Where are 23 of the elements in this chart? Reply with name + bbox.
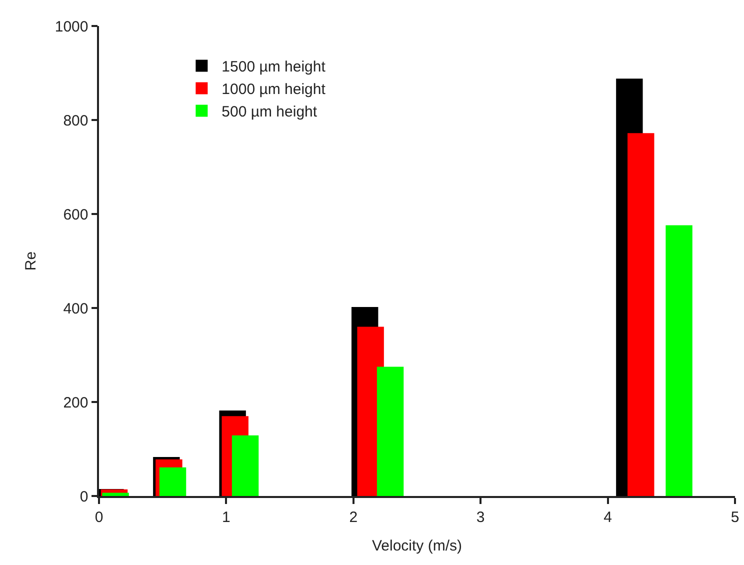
x-axis-title: Velocity (m/s) <box>372 537 462 554</box>
x-tick-label: 5 <box>730 508 740 526</box>
bar <box>159 467 186 496</box>
y-tick-label: 200 <box>63 394 88 412</box>
y-tick-label: 600 <box>63 206 88 224</box>
y-tick-label: 1000 <box>54 18 88 36</box>
y-axis-title: Re <box>22 251 40 271</box>
y-tick-label: 800 <box>63 112 88 130</box>
y-tick-label: 400 <box>63 300 88 318</box>
x-tick-label: 4 <box>604 508 612 526</box>
bar <box>628 133 654 496</box>
x-tick-label: 2 <box>349 508 358 526</box>
legend-label: 1000 µm height <box>222 81 326 98</box>
bar <box>232 435 259 496</box>
legend-label: 500 µm height <box>222 104 318 121</box>
bar <box>376 366 404 496</box>
bar <box>666 225 692 496</box>
x-tick-label: 1 <box>222 508 230 526</box>
bar <box>102 492 129 496</box>
y-tick-label: 0 <box>80 488 88 506</box>
x-tick-label: 3 <box>476 508 485 526</box>
x-tick-label: 0 <box>94 508 104 526</box>
legend-label: 1500 µm height <box>222 58 326 76</box>
